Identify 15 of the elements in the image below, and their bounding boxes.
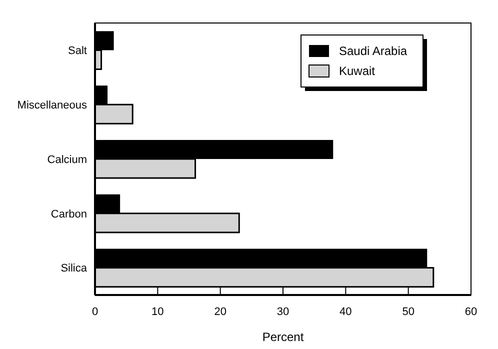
x-tick-label: 30 [276, 306, 290, 318]
x-tick-label: 20 [214, 306, 226, 318]
legend-label: Kuwait [339, 64, 376, 78]
y-tick-label: Salt [68, 45, 87, 58]
x-tick-label: 60 [464, 306, 478, 318]
x-tick-label: 10 [152, 306, 164, 318]
x-tick-label: 50 [402, 306, 414, 318]
x-axis-title: Percent [262, 330, 304, 344]
x-tick-label: 0 [92, 306, 98, 318]
y-tick-label: Silica [60, 262, 88, 275]
y-tick-label: Miscellaneous [17, 99, 88, 112]
y-tick-label: Carbon [50, 208, 87, 220]
x-tick-label: 40 [340, 306, 352, 318]
legend-label: Saudi Arabia [339, 44, 408, 58]
y-tick-label: Calcium [47, 154, 87, 166]
